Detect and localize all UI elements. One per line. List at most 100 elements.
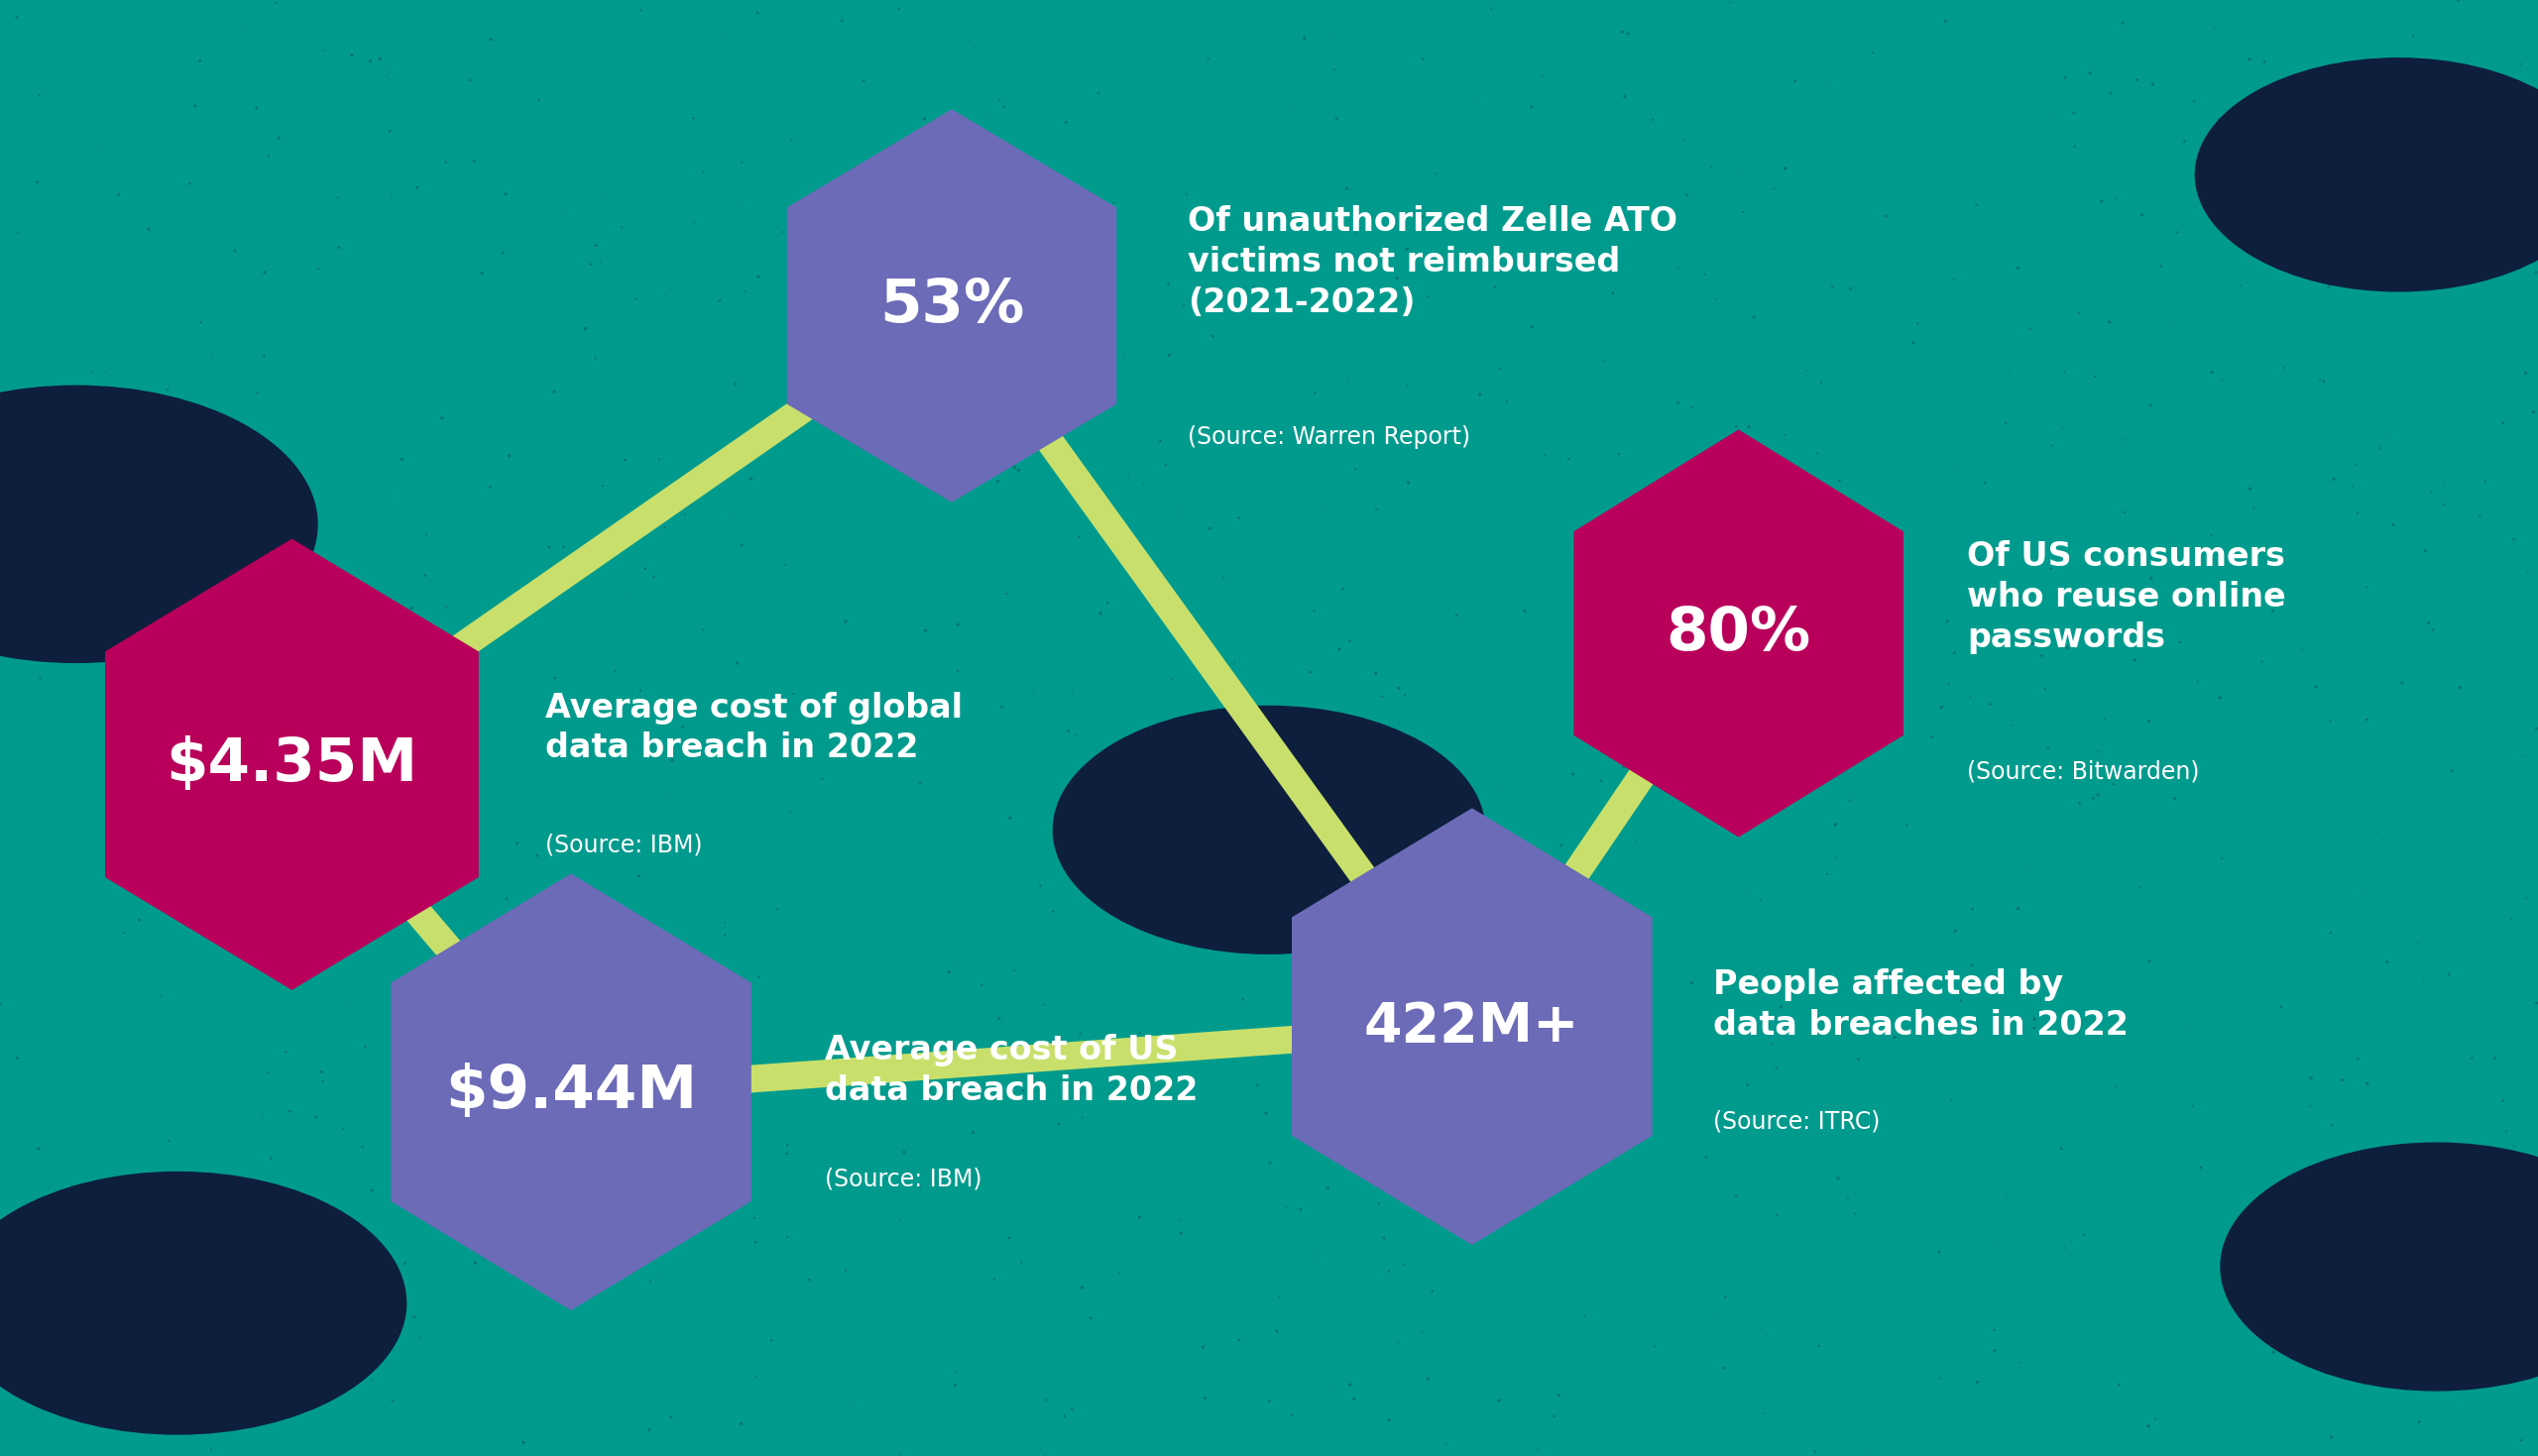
- Point: [2327, 64, 2368, 87]
- Point: [0, 641, 33, 664]
- Point: [898, 339, 939, 363]
- Point: [1272, 1404, 1312, 1427]
- Point: [193, 347, 233, 370]
- Point: [99, 183, 140, 207]
- Point: [1246, 1102, 1287, 1125]
- Point: [1761, 996, 1802, 1019]
- Point: [576, 347, 617, 370]
- Point: [723, 756, 764, 779]
- Point: [1985, 411, 2025, 434]
- Point: [401, 1140, 442, 1163]
- Point: [3, 460, 43, 483]
- Point: [1807, 862, 1848, 885]
- Point: [406, 563, 447, 587]
- Point: [236, 381, 277, 405]
- Point: [1330, 367, 1371, 390]
- Point: [383, 981, 424, 1005]
- Point: [2348, 1072, 2388, 1095]
- Point: [1063, 761, 1104, 785]
- Point: [2299, 368, 2340, 392]
- Point: [475, 1002, 515, 1025]
- Point: [251, 1306, 292, 1329]
- Point: [2079, 740, 2119, 763]
- Point: [315, 718, 355, 741]
- Point: [2439, 676, 2480, 699]
- Point: [2403, 539, 2444, 562]
- Text: (Source: IBM): (Source: IBM): [825, 1168, 982, 1191]
- Point: [2079, 783, 2119, 807]
- Point: [1596, 277, 1637, 300]
- Point: [1330, 629, 1371, 652]
- Point: [683, 160, 723, 183]
- Point: [1929, 673, 1969, 696]
- Text: Of US consumers
who reuse online
passwords: Of US consumers who reuse online passwor…: [1967, 540, 2287, 654]
- Point: [2010, 317, 2051, 341]
- Point: [2223, 1223, 2264, 1246]
- Point: [766, 1226, 807, 1249]
- Point: [1061, 377, 1101, 400]
- Point: [1934, 919, 1975, 942]
- Point: [449, 68, 490, 92]
- Point: [937, 175, 977, 198]
- Point: [363, 1242, 404, 1265]
- Point: [2337, 501, 2378, 524]
- Point: [2101, 12, 2142, 35]
- Point: [942, 1038, 982, 1061]
- Text: Average cost of US
data breach in 2022: Average cost of US data breach in 2022: [825, 1034, 1198, 1107]
- Point: [244, 261, 284, 284]
- Point: [2068, 593, 2109, 616]
- Text: (Source: Warren Report): (Source: Warren Report): [1188, 425, 1470, 448]
- Point: [129, 217, 170, 240]
- Point: [1071, 1306, 1112, 1329]
- Point: [41, 1251, 81, 1274]
- Point: [1056, 724, 1096, 747]
- Point: [1673, 450, 1713, 473]
- Point: [1505, 955, 1546, 978]
- Point: [1959, 547, 2000, 571]
- Point: [1124, 473, 1165, 496]
- Point: [1789, 697, 1830, 721]
- Point: [2043, 360, 2084, 383]
- Text: (Source: Bitwarden): (Source: Bitwarden): [1967, 760, 2200, 783]
- Point: [259, 581, 299, 604]
- Point: [1820, 469, 1860, 492]
- Point: [2393, 25, 2434, 48]
- Point: [74, 361, 114, 384]
- Point: [2129, 393, 2170, 416]
- Point: [1952, 954, 1992, 977]
- Point: [2180, 1156, 2221, 1179]
- Point: [320, 1310, 360, 1334]
- Point: [1140, 430, 1180, 453]
- Point: [1051, 1398, 1091, 1421]
- Point: [802, 767, 843, 791]
- Point: [1378, 677, 1419, 700]
- Point: [2030, 434, 2071, 457]
- Point: [898, 1175, 939, 1198]
- Point: [1117, 839, 1157, 862]
- Point: [2058, 843, 2099, 866]
- Point: [1525, 444, 1566, 467]
- Point: [789, 275, 830, 298]
- Point: [665, 502, 706, 526]
- Point: [1706, 689, 1746, 712]
- Point: [426, 150, 467, 173]
- Point: [2231, 478, 2272, 501]
- Point: [2414, 619, 2454, 642]
- Point: [1081, 601, 1122, 625]
- Point: [1193, 325, 1233, 348]
- Point: [1794, 1440, 1835, 1456]
- Point: [1751, 1032, 1792, 1056]
- Point: [1926, 10, 1967, 33]
- Point: [1061, 1275, 1101, 1299]
- Point: [325, 992, 365, 1015]
- Point: [1358, 1191, 1398, 1214]
- Point: [1294, 598, 1335, 622]
- Point: [1728, 415, 1769, 438]
- Point: [317, 236, 358, 259]
- Point: [1815, 812, 1855, 836]
- Point: [2079, 266, 2119, 290]
- Point: [2129, 709, 2170, 732]
- Point: [1769, 760, 1810, 783]
- Point: [1518, 1439, 1558, 1456]
- Point: [1693, 1306, 1733, 1329]
